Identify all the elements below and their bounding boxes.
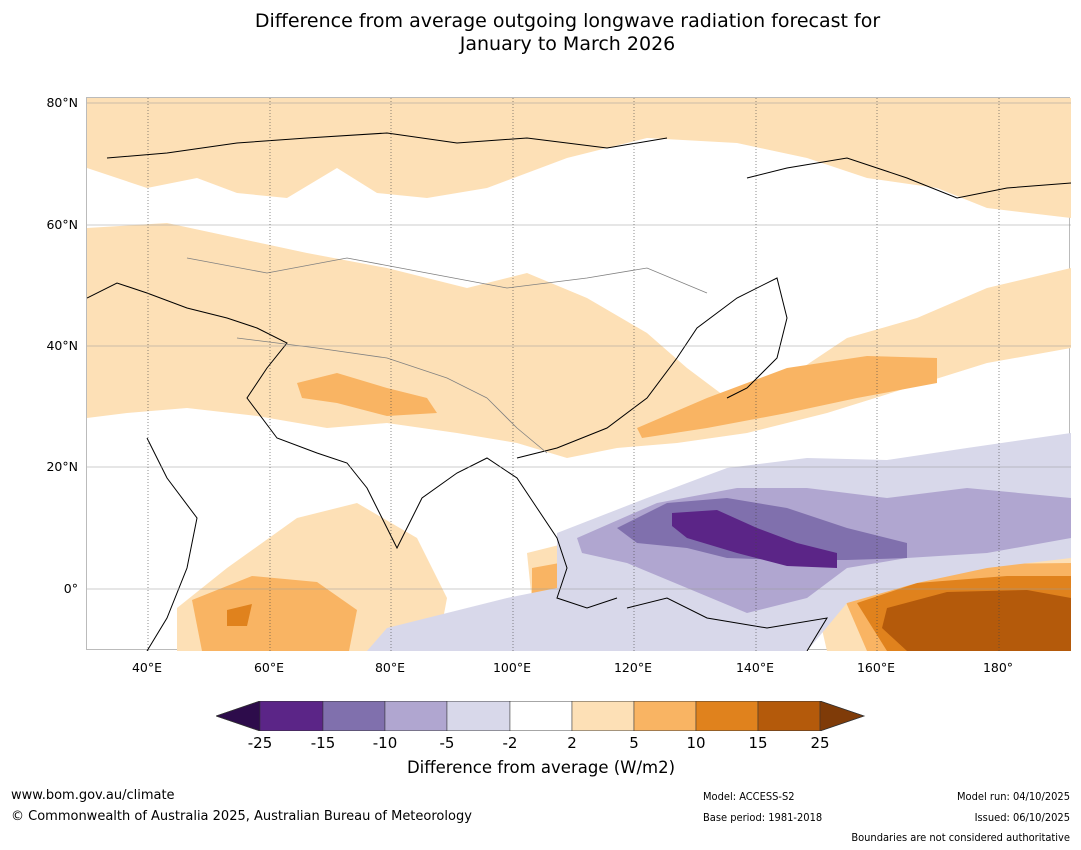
lon-label-60e: 60°E: [253, 660, 285, 675]
lat-label-20n: 20°N: [46, 459, 78, 474]
map-title: Difference from average outgoing longwav…: [0, 10, 1081, 56]
country-borders: [186, 257, 708, 454]
lat-label-0: 0°: [63, 581, 78, 596]
colorbar-tick-label: -15: [310, 734, 336, 752]
colorbar-segment-0: [215, 700, 261, 732]
colorbar-segment-6: [571, 700, 635, 732]
colorbar-svg: [214, 700, 866, 732]
anomaly-negative: [367, 433, 1071, 651]
colorbar-tick-label: 2: [567, 734, 577, 752]
title-line-2: January to March 2026: [459, 33, 676, 55]
lon-label-100e: 100°E: [492, 660, 531, 675]
map-gridlines: [87, 102, 1071, 590]
copyright-text: © Commonwealth of Australia 2025, Austra…: [11, 809, 472, 824]
colorbar-tick-label: 10: [686, 734, 706, 752]
colorbar-segment-7: [633, 700, 697, 732]
colorbar: [214, 700, 866, 735]
issued-date: Issued: 06/10/2025: [974, 811, 1070, 824]
colorbar-segment-1: [259, 700, 324, 732]
website-link[interactable]: www.bom.gov.au/climate: [11, 788, 175, 803]
colorbar-segment-2: [322, 700, 386, 732]
model-name: Model: ACCESS-S2: [703, 790, 795, 803]
anomaly-map: [86, 97, 1072, 652]
anomaly-map-svg: [86, 98, 1072, 652]
lon-label-40e: 40°E: [131, 660, 163, 675]
lat-label-60n: 60°N: [46, 217, 78, 232]
colorbar-tick-label: -5: [439, 734, 455, 752]
colorbar-tick-label: -2: [502, 734, 518, 752]
colorbar-tick-label: -25: [247, 734, 273, 752]
model-run-date: Model run: 04/10/2025: [957, 790, 1070, 803]
colorbar-segment-9: [757, 700, 821, 732]
lon-label-80e: 80°E: [374, 660, 406, 675]
colorbar-segment-3: [384, 700, 448, 732]
colorbar-tick-label: 15: [748, 734, 768, 752]
lat-label-80n: 80°N: [46, 95, 78, 110]
base-period: Base period: 1981-2018: [703, 811, 823, 824]
lon-label-120e: 120°E: [613, 660, 652, 675]
anomaly-positive-10-25: [227, 576, 1071, 651]
lon-label-180: 180°: [982, 660, 1014, 675]
map-meridians: [147, 98, 1000, 651]
colorbar-segment-5: [509, 700, 573, 732]
colorbar-title: Difference from average (W/m2): [406, 758, 676, 777]
lat-label-40n: 40°N: [46, 338, 78, 353]
title-line-1: Difference from average outgoing longwav…: [254, 10, 881, 32]
colorbar-segment-10: [819, 700, 865, 732]
colorbar-segment-8: [695, 700, 759, 732]
colorbar-segment-4: [446, 700, 511, 732]
coastlines: [86, 132, 1072, 652]
colorbar-tick-label: 25: [810, 734, 830, 752]
lon-label-160e: 160°E: [856, 660, 895, 675]
lon-label-140e: 140°E: [735, 660, 774, 675]
colorbar-tick-label: -10: [372, 734, 398, 752]
boundary-disclaimer: Boundaries are not considered authoritat…: [851, 831, 1070, 844]
colorbar-tick-label: 5: [629, 734, 639, 752]
